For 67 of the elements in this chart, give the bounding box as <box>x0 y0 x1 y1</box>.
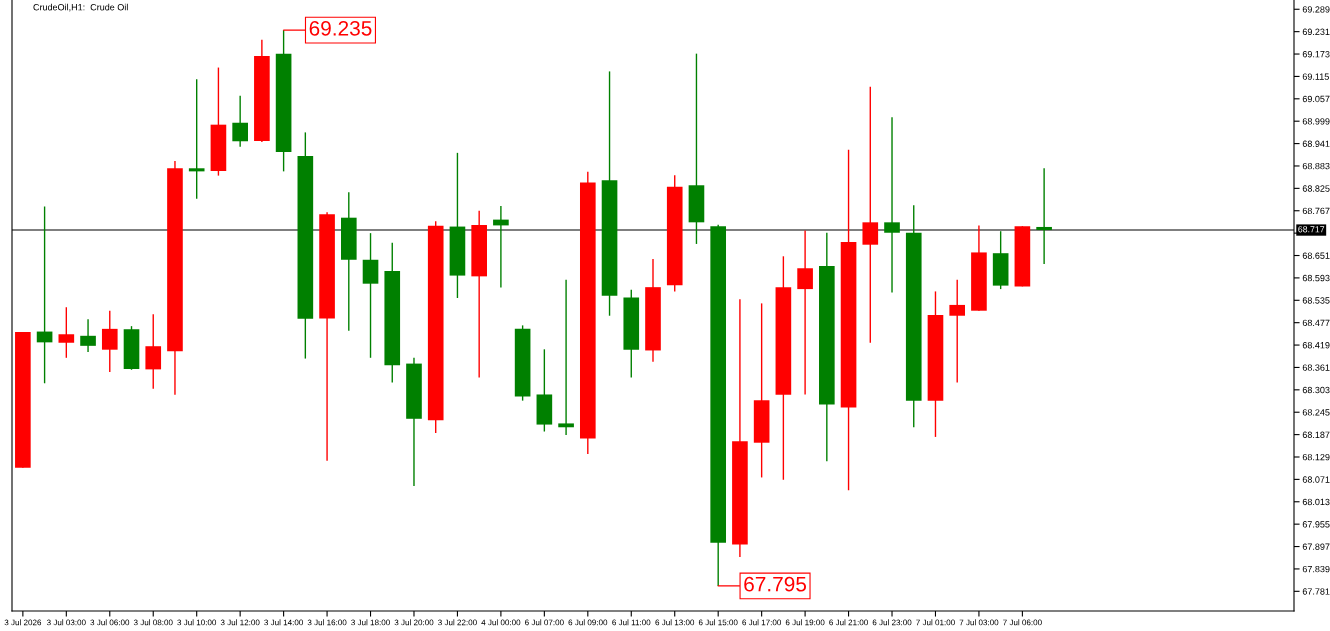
y-tick-label: 68.593 <box>1302 274 1330 282</box>
annotation: 67.795 <box>744 576 807 592</box>
y-tick-label: 68.825 <box>1302 185 1330 192</box>
candlestick <box>949 279 966 384</box>
y-tick-label: 68.419 <box>1302 342 1330 349</box>
candlestick <box>188 78 205 200</box>
candlestick <box>58 306 75 359</box>
x-tick-label: 7 Jul 01:00 <box>916 619 955 626</box>
x-tick-label: 3 Jul 18:00 <box>351 619 390 626</box>
x-tick-label: 3 Jul 08:00 <box>133 619 173 626</box>
y-tick-label: 68.013 <box>1302 498 1330 506</box>
y-tick-label: 68.535 <box>1302 297 1330 304</box>
x-tick-label: 3 Jul 06:00 <box>90 619 130 626</box>
x-tick-label: 7 Jul 06:00 <box>1003 619 1042 626</box>
x-tick-label: 6 Jul 11:00 <box>612 619 651 626</box>
x-tick-label: 6 Jul 15:00 <box>698 619 738 626</box>
x-tick-label: 6 Jul 13:00 <box>655 619 695 626</box>
y-tick-label: 67.955 <box>1302 521 1330 528</box>
x-tick-label: 3 Jul 2026 <box>4 619 42 626</box>
x-tick-label: 6 Jul 23:00 <box>872 619 912 626</box>
y-tick-label: 68.187 <box>1302 431 1330 438</box>
candlestick <box>884 116 900 294</box>
y-tick-label: 68.651 <box>1302 252 1330 259</box>
y-tick-label: 68.941 <box>1302 140 1330 147</box>
x-tick-label: 6 Jul 19:00 <box>785 619 825 626</box>
x-tick-label: 3 Jul 16:00 <box>307 619 347 626</box>
candlestick <box>797 229 813 396</box>
x-tick-label: 3 Jul 12:00 <box>220 619 260 626</box>
ref-line-label: 68.717 <box>1298 226 1325 233</box>
y-tick-label: 68.477 <box>1302 319 1330 327</box>
annotation: 69.235 <box>309 20 372 36</box>
chart-title: CrudeOil,H1: Crude Oil <box>33 3 128 12</box>
y-tick-label: 68.767 <box>1302 207 1330 215</box>
y-tick-label: 68.245 <box>1302 409 1330 416</box>
y-tick-label: 69.115 <box>1302 73 1329 80</box>
candlestick <box>145 313 162 390</box>
candlestick <box>1036 167 1052 265</box>
x-tick-label: 3 Jul 14:00 <box>264 619 303 626</box>
y-tick-label: 68.999 <box>1302 118 1330 125</box>
y-tick-label: 68.361 <box>1302 364 1330 371</box>
x-tick-label: 3 Jul 22:00 <box>438 619 477 626</box>
candlestick <box>558 279 574 436</box>
y-tick-label: 68.303 <box>1302 386 1330 394</box>
x-tick-label: 3 Jul 10:00 <box>177 619 217 626</box>
candlestick <box>101 310 118 373</box>
x-tick-label: 3 Jul 03:00 <box>46 619 86 626</box>
y-tick-label: 67.839 <box>1302 565 1330 573</box>
y-tick-label: 69.057 <box>1302 95 1330 103</box>
x-tick-label: 6 Jul 07:00 <box>525 619 564 626</box>
candlestick <box>232 95 248 148</box>
y-tick-label: 68.071 <box>1302 476 1330 483</box>
y-tick-label: 68.129 <box>1302 453 1330 461</box>
x-tick-label: 6 Jul 09:00 <box>568 619 608 626</box>
x-tick-label: 7 Jul 03:00 <box>959 619 999 626</box>
y-tick-label: 69.289 <box>1302 6 1330 13</box>
candlestick <box>362 232 379 359</box>
candlestick <box>80 318 96 353</box>
x-tick-label: 6 Jul 17:00 <box>742 619 782 626</box>
x-tick-label: 4 Jul 00:00 <box>481 619 521 626</box>
y-tick-label: 67.781 <box>1302 588 1330 595</box>
x-tick-label: 6 Jul 21:00 <box>829 619 868 626</box>
y-tick-label: 68.883 <box>1302 162 1330 170</box>
y-tick-label: 69.231 <box>1302 28 1330 36</box>
candlestick <box>862 86 879 344</box>
y-tick-label: 69.173 <box>1302 51 1330 58</box>
y-tick-label: 67.897 <box>1302 543 1330 550</box>
x-tick-label: 3 Jul 20:00 <box>394 619 434 626</box>
